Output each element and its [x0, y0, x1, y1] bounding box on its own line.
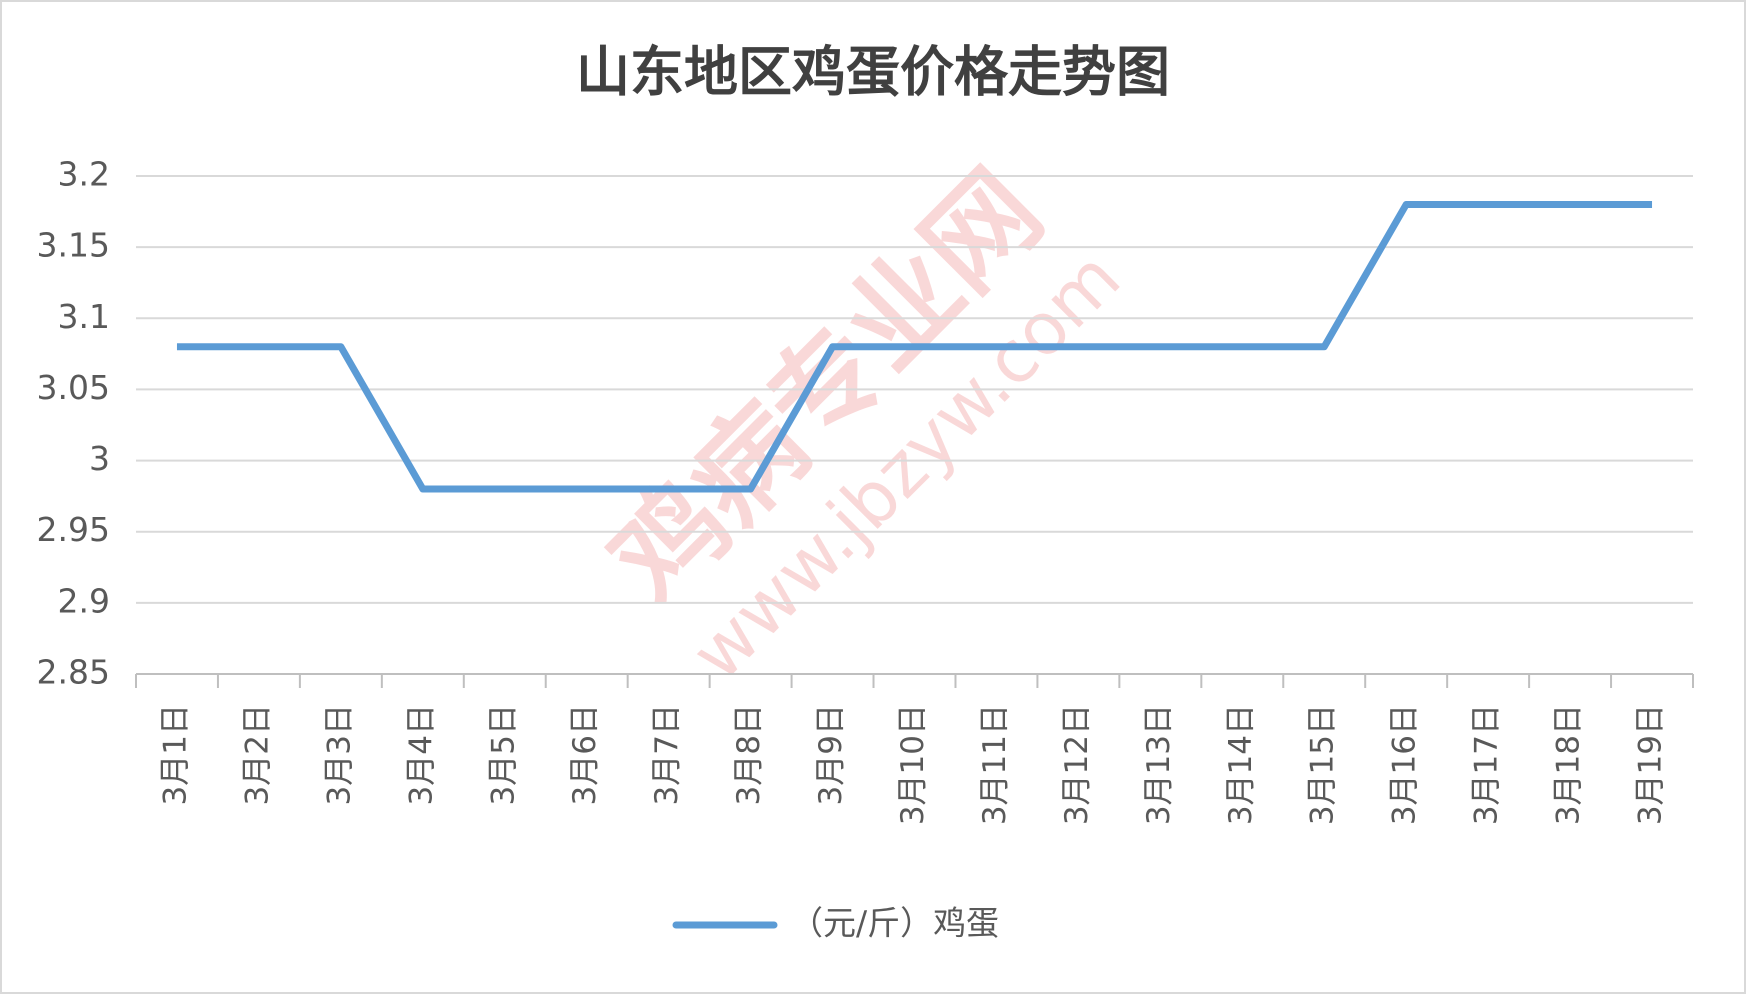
x-tick-label: 3月19日	[1633, 704, 1669, 825]
x-tick-label: 3月13日	[1141, 704, 1177, 825]
legend-label: （元/斤）鸡蛋	[790, 904, 999, 943]
x-tick-label: 3月5日	[485, 704, 521, 805]
x-tick-label: 3月16日	[1387, 704, 1423, 825]
x-tick-label: 3月2日	[239, 704, 275, 805]
x-tick-label: 3月14日	[1223, 704, 1259, 825]
y-tick-label: 2.9	[58, 581, 110, 620]
y-tick-label: 2.85	[37, 653, 110, 692]
chart-title: 山东地区鸡蛋价格走势图	[576, 41, 1170, 104]
x-tick-label: 3月10日	[895, 704, 931, 825]
y-tick-label: 3.05	[37, 368, 110, 407]
x-tick-label: 3月12日	[1059, 704, 1095, 825]
line-series	[176, 200, 1653, 493]
y-tick-label: 3.2	[58, 155, 110, 194]
x-tick-label: 3月11日	[977, 704, 1013, 825]
x-tick-label: 3月18日	[1551, 704, 1587, 825]
x-tick-label: 3月17日	[1469, 704, 1505, 825]
x-tick-label: 3月6日	[567, 704, 603, 805]
x-tick-label: 3月9日	[813, 704, 849, 805]
x-tick-label: 3月3日	[321, 704, 357, 805]
x-tick-label: 3月15日	[1305, 704, 1341, 825]
y-tick-label: 3	[89, 439, 110, 478]
x-tick-label: 3月4日	[403, 704, 439, 805]
x-tick-label: 3月1日	[157, 704, 193, 805]
x-tick-label: 3月8日	[731, 704, 767, 805]
x-tick-label: 3月7日	[649, 704, 685, 805]
y-tick-label: 2.95	[37, 510, 110, 549]
y-tick-label: 3.1	[58, 297, 110, 336]
y-tick-label: 3.15	[37, 226, 110, 265]
